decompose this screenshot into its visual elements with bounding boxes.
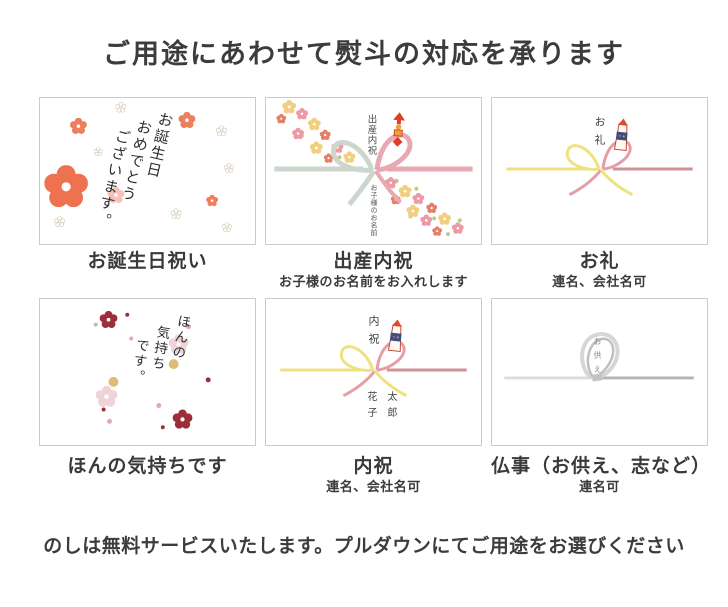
card-subcaption: お子様のお名前をお入れします <box>278 273 468 289</box>
noshi-purpose-label: 内祝 <box>367 315 379 351</box>
card-subcaption: 連名可 <box>579 478 620 494</box>
card-image-orei: お礼 <box>491 97 708 245</box>
noshi-purpose-label: お礼 <box>593 116 605 152</box>
ribbon-art <box>504 332 694 382</box>
flower-outline-icon <box>221 222 232 232</box>
card-caption: 仏事（お供え、志など） <box>491 456 712 477</box>
diagonal-flower-band <box>276 99 464 237</box>
flower-art <box>93 310 211 430</box>
flower-outline-icon <box>54 216 66 228</box>
noshi-ornament-icon <box>387 319 402 353</box>
card-caption: ほんの気持ちです <box>67 456 228 477</box>
flower-icon <box>95 385 118 407</box>
flower-outline-icon <box>170 208 182 220</box>
noshi-ornament-icon <box>613 118 628 152</box>
gold-dot <box>168 359 179 370</box>
noshi-name-placeholder: お子様のお名前 <box>370 184 378 237</box>
noshi-card-honno-kimochi: ほんの 気持ち です。 ほんの気持ちです <box>39 298 256 478</box>
card-caption: お礼 <box>579 251 620 272</box>
footer-note: のしは無料サービスいたします。プルダウンにてご用途をお選びください <box>43 536 685 557</box>
noshi-purpose-label: 出産内祝 <box>365 114 376 156</box>
flower-icon <box>70 117 87 134</box>
flower-icon <box>44 165 88 208</box>
flower-icon <box>99 310 118 329</box>
flower-outline-icon <box>223 163 234 173</box>
flower-icon <box>172 409 193 429</box>
ribbon-art <box>280 319 467 397</box>
card-image-honno-kimochi: ほんの 気持ち です。 <box>39 298 256 446</box>
section-title: ご用途にあわせて熨斗の対応を承ります <box>103 39 625 69</box>
noshi-card-shussan-uchiiwai: 出産内祝 お子様のお名前 出産内祝 お子様のお名前をお入れします <box>265 97 482 289</box>
flower-outline-icon <box>216 125 227 137</box>
noshi-card-butsuji: お供え 仏事（お供え、志など） 連名可 <box>491 298 712 494</box>
card-caption: お誕生日祝い <box>87 251 208 272</box>
mizuhiki-ribbon <box>274 132 473 207</box>
card-image-uchiiwai: 内祝 太郎 花子 <box>265 298 482 446</box>
noshi-card-orei: お礼 お礼 連名、会社名可 <box>491 97 708 289</box>
noshi-sample-name-right: 太郎 <box>385 391 396 423</box>
noshi-sample-name-left: 花子 <box>365 391 376 423</box>
card-caption: 出産内祝 <box>333 251 414 272</box>
gold-dot <box>108 376 119 387</box>
noshi-card-birthday: お誕生日 おめでとう ございます。 お誕生日祝い <box>39 97 256 273</box>
flower-outline-icon <box>93 147 103 157</box>
card-image-shussan-uchiiwai: 出産内祝 お子様のお名前 <box>265 97 482 245</box>
ribbon-art <box>506 118 693 196</box>
card-image-butsuji: お供え <box>491 298 708 446</box>
flower-icon <box>178 111 196 129</box>
mizuhiki-ribbon-gray <box>504 332 694 382</box>
card-caption: 内祝 <box>353 456 394 477</box>
ribbon-art <box>274 99 473 237</box>
card-image-birthday: お誕生日 おめでとう ございます。 <box>39 97 256 245</box>
mizuhiki-ribbon <box>506 139 693 196</box>
flower-icon <box>206 194 219 207</box>
card-subcaption: 連名、会社名可 <box>326 478 421 494</box>
mizuhiki-ribbon <box>280 340 467 397</box>
card-subcaption: 連名、会社名可 <box>552 273 647 289</box>
noshi-card-uchiiwai: 内祝 太郎 花子 内祝 連名、会社名可 <box>265 298 482 494</box>
noshi-purpose-label: お供え <box>593 337 602 379</box>
noshi-ornament-icon <box>392 112 405 147</box>
